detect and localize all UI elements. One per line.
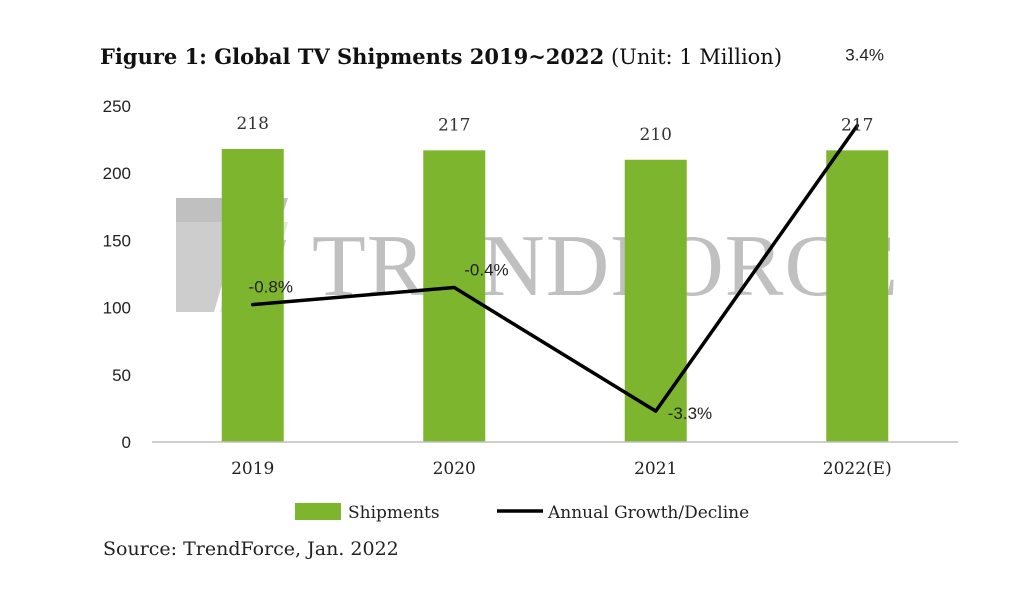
chart-title: Figure 1: Global TV Shipments 2019~2022 … (100, 44, 782, 69)
x-tick-label: 2019 (231, 459, 274, 479)
growth-value-label: -3.3% (668, 404, 712, 423)
watermark: TRENDFORCE (176, 198, 899, 315)
y-tick-label: 0 (122, 433, 131, 452)
legend-swatch-shipments (295, 503, 341, 520)
bar-value-label: 217 (841, 115, 873, 135)
bar-2021 (624, 159, 687, 442)
growth-value-label: -0.4% (464, 261, 508, 280)
axis-layer: 0 50 100 150 200 250 2019 2020 2021 2022(E) (103, 97, 958, 479)
labels-layer: 218 217 210 217 -0.8% -0.4% -3.3% 3.4% (237, 46, 884, 424)
watermark-text: TRENDFORCE (312, 218, 899, 315)
bars-layer (221, 149, 889, 443)
y-tick-label: 200 (103, 164, 131, 183)
growth-value-label: 3.4% (845, 46, 884, 65)
y-tick-label: 100 (103, 299, 131, 318)
source-note: Source: TrendForce, Jan. 2022 (103, 538, 399, 560)
legend-label-growth: Annual Growth/Decline (547, 503, 749, 523)
bar-value-label: 210 (640, 125, 672, 145)
x-tick-label: 2021 (634, 459, 677, 479)
legend-label-shipments: Shipments (348, 503, 440, 523)
growth-value-label: -0.8% (249, 278, 293, 297)
y-tick-label: 50 (112, 366, 131, 385)
bar-value-label: 217 (438, 115, 470, 135)
growth-line (251, 123, 859, 413)
chart-title-unit: (Unit: 1 Million) (610, 45, 783, 69)
bar-value-label: 218 (237, 114, 269, 134)
bar-2022(E) (826, 150, 889, 443)
y-tick-label: 150 (103, 231, 131, 250)
x-tick-label: 2022(E) (823, 459, 892, 479)
chart-title-main: Figure 1: Global TV Shipments 2019~2022 (100, 44, 605, 69)
y-tick-label: 250 (103, 97, 131, 116)
legend: Shipments Annual Growth/Decline (295, 503, 749, 523)
line-layer (251, 123, 859, 413)
bar-2020 (423, 150, 486, 443)
x-tick-label: 2020 (433, 459, 476, 479)
bar-2019 (221, 149, 284, 442)
